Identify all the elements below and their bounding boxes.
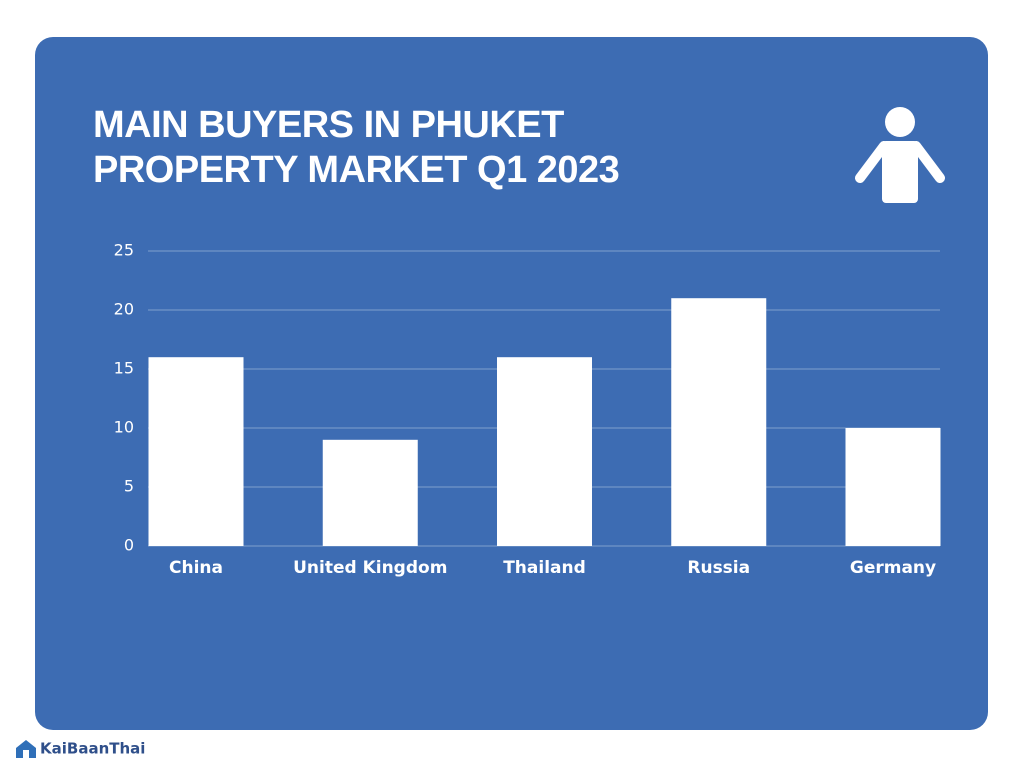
y-tick-label: 5: [124, 477, 134, 496]
person-icon: [855, 107, 945, 203]
y-tick-label: 10: [114, 418, 134, 437]
y-tick-label: 0: [124, 536, 134, 555]
bar: [671, 298, 767, 546]
x-tick-label: Germany: [850, 558, 936, 578]
bar: [845, 428, 941, 546]
y-tick-label: 25: [114, 241, 134, 260]
y-tick-label: 20: [114, 300, 134, 319]
watermark: KaiBaanThai: [40, 740, 145, 758]
chart-title: PROPERTY MARKET Q1 2023: [93, 149, 619, 191]
bar: [322, 439, 418, 546]
x-tick-label: United Kingdom: [293, 558, 447, 578]
bar: [148, 357, 244, 546]
chart-title: MAIN BUYERS IN PHUKET: [93, 104, 564, 146]
x-tick-label: Russia: [687, 558, 750, 578]
y-tick-label: 15: [114, 359, 134, 378]
x-tick-label: China: [169, 558, 223, 578]
x-tick-label: Thailand: [503, 558, 586, 578]
bar: [497, 357, 592, 546]
logo: [16, 740, 36, 758]
